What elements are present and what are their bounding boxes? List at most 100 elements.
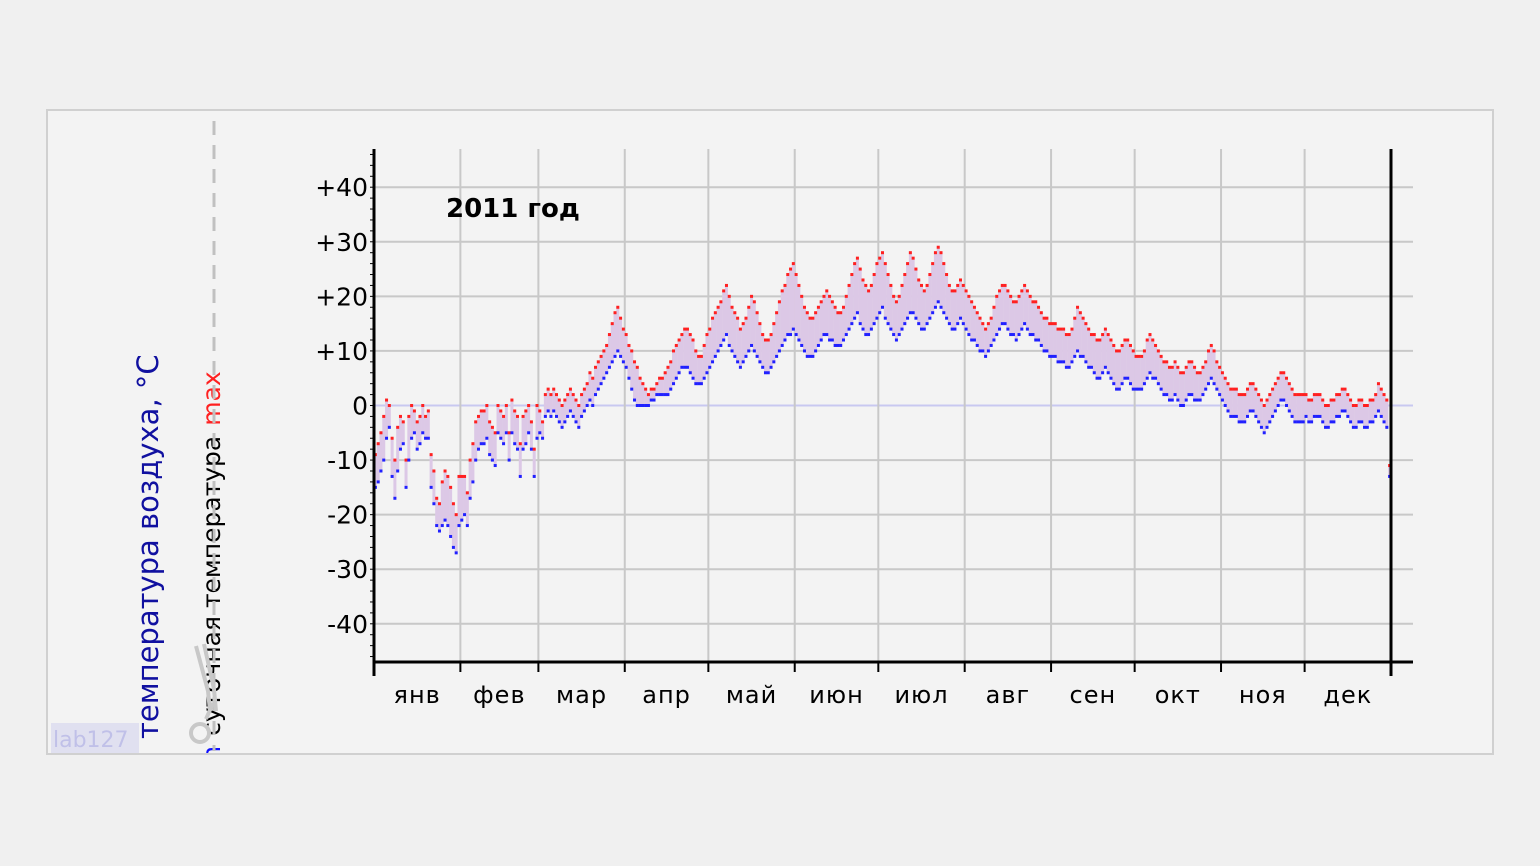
- max-point: [1268, 393, 1272, 397]
- min-point: [1109, 376, 1113, 380]
- min-point: [440, 524, 444, 528]
- max-point: [1335, 393, 1339, 397]
- y-tick-label: +20: [315, 282, 368, 311]
- max-point: [379, 431, 383, 435]
- min-point: [574, 420, 578, 424]
- min-point: [424, 436, 428, 440]
- min-point: [995, 333, 999, 337]
- max-point: [889, 283, 893, 287]
- min-point: [513, 442, 517, 446]
- max-point: [897, 294, 901, 298]
- min-point: [379, 469, 383, 473]
- max-point: [1363, 404, 1367, 407]
- min-point: [947, 322, 951, 326]
- max-point: [432, 469, 436, 473]
- min-point: [582, 409, 586, 413]
- max-point: [376, 442, 380, 446]
- min-point: [1321, 420, 1325, 424]
- min-point: [986, 349, 990, 353]
- max-point: [568, 387, 572, 391]
- min-point: [1176, 398, 1180, 402]
- max-point: [738, 327, 742, 331]
- max-point: [440, 480, 444, 484]
- max-point: [761, 333, 765, 337]
- max-point: [652, 387, 656, 391]
- max-point: [1223, 376, 1227, 380]
- min-point: [805, 354, 809, 358]
- min-point: [666, 393, 670, 397]
- max-point: [1045, 316, 1049, 320]
- max-point: [594, 365, 598, 369]
- max-point: [1332, 398, 1336, 402]
- max-point: [914, 267, 918, 271]
- max-point: [1014, 300, 1018, 304]
- min-point: [1201, 393, 1205, 397]
- max-point: [711, 316, 715, 320]
- min-point: [733, 354, 737, 358]
- max-point: [535, 404, 539, 407]
- min-point: [610, 360, 614, 364]
- max-point: [998, 289, 1002, 293]
- min-point: [672, 382, 676, 386]
- max-point: [1251, 382, 1255, 386]
- max-point: [1154, 343, 1158, 347]
- x-tick-label: дек: [1323, 681, 1372, 709]
- max-point: [1167, 365, 1171, 369]
- max-point: [610, 322, 614, 326]
- min-point: [482, 442, 486, 446]
- max-point: [630, 349, 634, 353]
- max-point: [607, 333, 611, 337]
- min-point: [808, 354, 812, 358]
- max-point: [479, 409, 483, 413]
- max-point: [688, 333, 692, 337]
- min-point: [1181, 404, 1185, 407]
- max-point: [1073, 316, 1077, 320]
- min-point: [387, 425, 391, 429]
- max-point: [1271, 387, 1275, 391]
- min-point: [1332, 420, 1336, 424]
- min-point: [889, 327, 893, 331]
- max-point: [878, 256, 882, 260]
- max-point: [1126, 338, 1130, 342]
- min-point: [841, 338, 845, 342]
- max-point: [1209, 343, 1213, 347]
- y-tick-label: +40: [315, 173, 368, 202]
- min-point: [984, 354, 988, 358]
- max-point: [627, 343, 631, 347]
- max-point: [1089, 333, 1093, 337]
- min-point: [1337, 414, 1341, 418]
- min-point: [1365, 425, 1369, 429]
- max-point: [1376, 382, 1380, 386]
- max-point: [660, 376, 664, 380]
- max-point: [814, 311, 818, 315]
- min-point: [1062, 360, 1066, 364]
- max-point: [1053, 322, 1057, 326]
- max-point: [421, 404, 425, 407]
- min-point: [529, 447, 533, 451]
- min-point: [1363, 425, 1367, 429]
- min-point: [883, 316, 887, 320]
- min-point: [398, 447, 402, 451]
- min-point: [496, 431, 500, 435]
- max-point: [953, 289, 957, 293]
- min-point: [936, 300, 940, 304]
- min-point: [839, 343, 843, 347]
- max-point: [872, 273, 876, 277]
- max-point: [1312, 393, 1316, 397]
- y-tick-label: -20: [327, 501, 368, 530]
- max-point: [775, 311, 779, 315]
- max-point: [1257, 393, 1261, 397]
- min-point: [1076, 349, 1080, 353]
- max-point: [1031, 300, 1035, 304]
- max-point: [841, 305, 845, 309]
- max-point: [777, 300, 781, 304]
- min-point: [568, 409, 572, 413]
- min-point: [1215, 387, 1219, 391]
- min-point: [1117, 387, 1121, 391]
- min-point: [474, 458, 478, 462]
- max-point: [1159, 354, 1163, 358]
- max-point: [1215, 360, 1219, 364]
- min-point: [1089, 365, 1093, 369]
- max-point: [1262, 404, 1266, 407]
- max-point: [1198, 371, 1202, 375]
